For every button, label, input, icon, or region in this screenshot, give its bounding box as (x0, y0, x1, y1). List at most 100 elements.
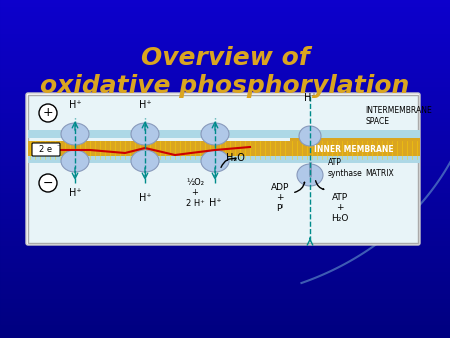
Text: H⁺: H⁺ (209, 198, 221, 208)
Bar (0, 215, 450, 216)
Bar (0, 271, 450, 272)
Bar (0, 248, 450, 249)
Bar (0, 259, 450, 260)
Bar (0, 154, 450, 155)
Bar (0, 37, 450, 38)
Bar (0, 253, 450, 254)
Bar (0, 126, 450, 127)
Text: oxidative phosphorylation: oxidative phosphorylation (40, 74, 410, 98)
Bar (0, 209, 450, 210)
Bar (0, 150, 450, 151)
Text: ATP
+
H₂O: ATP + H₂O (331, 193, 349, 223)
Bar (0, 216, 450, 217)
Bar (0, 104, 450, 105)
Text: H₂O: H₂O (225, 153, 244, 163)
Bar (0, 306, 450, 307)
Bar (0, 329, 450, 330)
Bar (0, 4, 450, 5)
Bar (0, 27, 450, 28)
Bar (0, 20, 450, 21)
Bar (0, 121, 450, 122)
Bar (0, 250, 450, 251)
Bar (0, 157, 450, 158)
Bar (0, 283, 450, 284)
Bar (0, 99, 450, 100)
Ellipse shape (299, 126, 321, 146)
Bar (0, 22, 450, 23)
Bar (28, 156, 290, 163)
Bar (0, 141, 450, 142)
Bar (0, 312, 450, 313)
Bar (0, 41, 450, 42)
Ellipse shape (201, 150, 229, 172)
Bar (0, 161, 450, 162)
Bar (0, 8, 450, 9)
Bar (0, 29, 450, 30)
Bar (0, 153, 450, 154)
Bar (0, 199, 450, 200)
Bar (0, 303, 450, 304)
Bar (0, 308, 450, 309)
Bar (0, 282, 450, 283)
Bar (0, 180, 450, 181)
Bar (0, 287, 450, 288)
Bar (0, 98, 450, 99)
Bar (0, 113, 450, 114)
Bar (0, 24, 450, 25)
Bar (0, 70, 450, 71)
Bar (0, 90, 450, 91)
Bar (0, 210, 450, 211)
Bar (0, 326, 450, 327)
Bar (0, 124, 450, 125)
Text: ATP
synthase: ATP synthase (328, 158, 363, 178)
Bar (0, 61, 450, 62)
Bar (0, 179, 450, 180)
Bar (0, 163, 450, 164)
FancyArrowPatch shape (221, 159, 236, 167)
Bar (290, 156, 420, 163)
Bar (290, 130, 420, 138)
Bar (0, 261, 450, 262)
Bar (0, 155, 450, 156)
Bar (0, 247, 450, 248)
Bar (0, 139, 450, 140)
Bar (0, 272, 450, 273)
Bar (0, 147, 450, 148)
Bar (0, 21, 450, 22)
Bar (0, 327, 450, 328)
Bar (0, 336, 450, 337)
Bar (0, 281, 450, 282)
Bar (0, 295, 450, 296)
FancyArrowPatch shape (295, 182, 305, 192)
Bar (0, 314, 450, 315)
Bar (0, 237, 450, 238)
FancyBboxPatch shape (26, 93, 420, 245)
Bar (0, 176, 450, 177)
Bar (0, 332, 450, 333)
Bar (0, 331, 450, 332)
Bar (0, 72, 450, 73)
Bar (0, 249, 450, 250)
Bar (0, 257, 450, 258)
Bar (0, 231, 450, 232)
Bar (0, 135, 450, 136)
Bar (0, 230, 450, 231)
Bar (0, 170, 450, 171)
Bar (0, 54, 450, 55)
Bar (0, 190, 450, 191)
Bar (0, 88, 450, 89)
Bar (0, 120, 450, 121)
Bar (0, 94, 450, 95)
Bar (0, 300, 450, 301)
Bar (0, 205, 450, 206)
Bar (0, 212, 450, 213)
Bar (0, 81, 450, 82)
Bar (0, 198, 450, 199)
Bar (0, 298, 450, 299)
Bar (0, 40, 450, 41)
Bar (0, 285, 450, 286)
Bar (0, 118, 450, 119)
Bar (0, 102, 450, 103)
Bar (0, 53, 450, 54)
Bar (0, 0, 450, 1)
